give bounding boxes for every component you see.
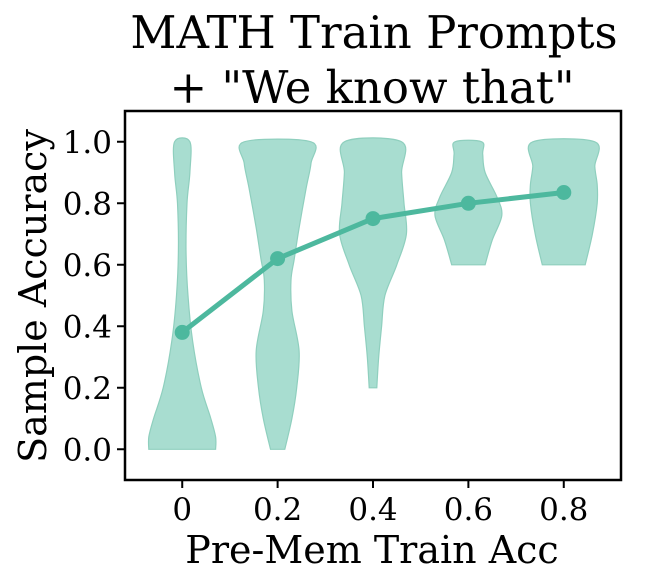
y-tick-label-4: 0.8 — [63, 186, 112, 222]
mean-point-2 — [365, 211, 381, 227]
x-tick-label-0: 0 — [172, 492, 192, 528]
violin-0 — [147, 137, 217, 450]
chart-title-line-2: + "We know that" — [169, 61, 574, 114]
violins-group — [147, 137, 600, 450]
x-tick-label-2: 0.4 — [348, 492, 397, 528]
y-axis-label: Sample Accuracy — [11, 129, 55, 463]
y-tick-label-5: 1.0 — [63, 125, 112, 161]
y-tick-label-3: 0.6 — [63, 248, 112, 284]
violin-1 — [238, 138, 317, 450]
mean-point-4 — [556, 185, 572, 200]
mean-point-3 — [460, 195, 476, 211]
mean-line-group — [174, 185, 572, 340]
mean-point-0 — [174, 324, 190, 340]
violin-4 — [527, 138, 600, 266]
y-tick-label-1: 0.2 — [63, 371, 112, 407]
x-axis-ticks: 0 0.2 0.4 0.6 0.8 — [172, 480, 588, 528]
violin-2 — [338, 137, 408, 389]
y-tick-label-2: 0.4 — [63, 309, 112, 345]
x-tick-label-1: 0.2 — [253, 492, 302, 528]
y-tick-label-0: 0.0 — [63, 432, 112, 468]
x-tick-label-4: 0.8 — [539, 492, 588, 528]
chart-title-line-1: MATH Train Prompts — [130, 6, 617, 59]
mean-point-1 — [270, 251, 286, 267]
y-axis-ticks: 0.0 0.2 0.4 0.6 0.8 1.0 — [63, 125, 125, 468]
x-axis-label: Pre-Mem Train Acc — [185, 528, 558, 572]
x-tick-label-3: 0.6 — [444, 492, 493, 528]
